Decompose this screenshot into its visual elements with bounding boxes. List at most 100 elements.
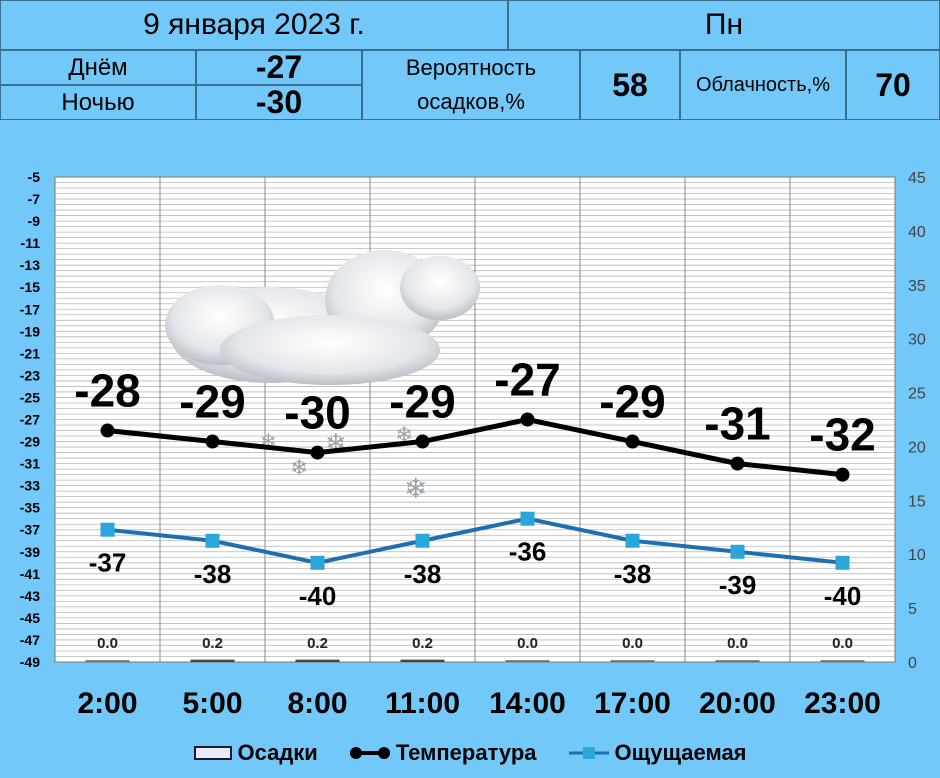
precip-label: 0.2 [307,635,328,652]
temp-marker [205,434,220,449]
y-left-tick-label: -5 [28,169,41,185]
feels-marker [415,533,430,548]
forecast-date: 9 января 2023 г. [0,0,508,50]
y-right-tick-label: 10 [908,547,926,564]
day-label: Днём [0,50,196,85]
feels-data-label: -39 [719,570,757,600]
temp-marker [625,434,640,449]
feels-data-label: -40 [299,581,337,611]
y-left-tick-label: -47 [20,632,40,648]
precip-bars: 0.0 0.2 0.2 0.2 0.0 0.0 0.0 0.0 [85,635,865,662]
legend-precip-label: Осадки [237,740,318,765]
y-left-tick-label: -43 [20,588,40,604]
temp-marker [100,423,115,438]
x-axis: 2:00 5:00 8:00 11:00 14:00 17:00 20:00 23:00 [77,687,880,720]
y-left-tick-label: -35 [20,500,40,516]
plot-border [54,176,896,663]
precip-prob-label-line1: Вероятность [405,55,537,80]
precip-label: 0.2 [202,635,223,652]
precip-label: 0.0 [622,635,643,652]
feels-data-label: -38 [614,559,652,589]
y-left-tick-label: -41 [20,566,40,582]
legend-feels-label: Ощущаемая [614,740,747,765]
y-right-tick-label: 45 [908,170,926,187]
y-left-tick-label: -21 [20,345,40,361]
y-left-tick-label: -31 [20,456,40,472]
temp-line-icon [349,747,390,759]
precip-bar [505,660,550,662]
legend-temp: Температура [348,740,537,766]
forecast-header: 9 января 2023 г. Пн Днём -27 Ночью -30 В… [0,0,940,120]
y-right-tick-label: 5 [908,601,917,618]
precip-bar [190,659,235,662]
precip-label: 0.0 [517,635,538,652]
y-left-tick-label: -29 [20,434,40,450]
x-tick-label: 2:00 [77,687,137,720]
precip-prob-label-line2: осадков,% [417,89,525,114]
precip-prob-label: Вероятность осадков,% [362,50,580,120]
night-label: Ночью [0,85,196,120]
x-tick-label: 23:00 [804,687,881,720]
feels-data-label: -37 [89,548,127,578]
feels-marker [310,555,325,570]
feels-marker [730,544,745,559]
y-left-tick-label: -33 [20,478,40,494]
precip-bar [715,660,760,662]
data-labels: -37 -38-40-38-36-38 -39 -40-28 -29 -30 -29 -27-… [74,354,875,611]
day-temp: -27 [196,49,362,85]
x-tick-label: 5:00 [182,687,242,720]
precip-label: 0.0 [97,635,118,652]
grid [54,176,896,663]
legend-precip: Осадки [193,740,318,766]
temp-data-label: -29 [599,376,665,428]
y-right-tick-label: 0 [908,655,917,672]
feels-marker [520,511,535,526]
y-left-tick-label: -37 [20,522,40,538]
precip-prob-value: 58 [580,50,680,120]
feels-marker [835,555,850,570]
y-left-tick-label: -25 [20,389,40,405]
temp-data-label: -28 [74,365,140,417]
y-left-tick-label: -27 [20,412,40,428]
series-lines [100,412,850,570]
temp-data-label: -29 [179,376,245,428]
cloud-value: 70 [846,50,940,120]
y-left-tick-label: -9 [28,213,41,229]
feels-data-label: -38 [194,559,232,589]
y-right-tick-label: 40 [908,224,926,241]
y-left-tick-label: -45 [20,610,40,626]
y-right-tick-label: 30 [908,332,926,349]
temp-marker [835,467,850,482]
x-tick-label: 20:00 [699,687,776,720]
temp-marker [520,412,535,427]
y-left-tick-label: -17 [20,301,40,317]
y-left-tick-label: -11 [21,235,41,251]
cloud-snow-icon: ❄ ❄ ❄ ❄ ❄ [165,250,480,505]
precip-label: 0.0 [727,635,748,652]
y-left-tick-label: -39 [20,544,40,560]
y-right-tick-label: 15 [908,493,926,510]
y-right-tick-label: 35 [908,278,926,295]
feels-marker [625,533,640,548]
night-temp: -30 [196,84,362,120]
feels-line [107,516,843,565]
temp-line [107,416,843,478]
temp-marker [415,434,430,449]
x-tick-label: 14:00 [489,687,566,720]
svg-text:❄: ❄ [290,456,308,481]
precip-swatch-icon [194,746,233,760]
feels-marker [205,533,220,548]
feels-line-icon [568,747,609,759]
y-left-tick-label: -49 [20,654,40,670]
precip-bar [85,660,130,662]
feels-data-label: -38 [404,559,442,589]
x-tick-label: 17:00 [594,687,671,720]
temp-data-label: -30 [284,387,350,439]
y-right-tick-label: 20 [908,439,926,456]
y-axis-right: 0 5 10 15 20 25 30 35 40 45 [908,170,926,672]
legend-temp-label: Температура [395,740,537,765]
y-axis-left: -5 -7 -9 -11 -13 -15 -17 -19 -21 -23 -25 -27 -29 -31 -… [20,169,40,670]
precip-bar [295,659,340,662]
legend-feels: Ощущаемая [567,740,747,766]
temp-marker [310,445,325,460]
